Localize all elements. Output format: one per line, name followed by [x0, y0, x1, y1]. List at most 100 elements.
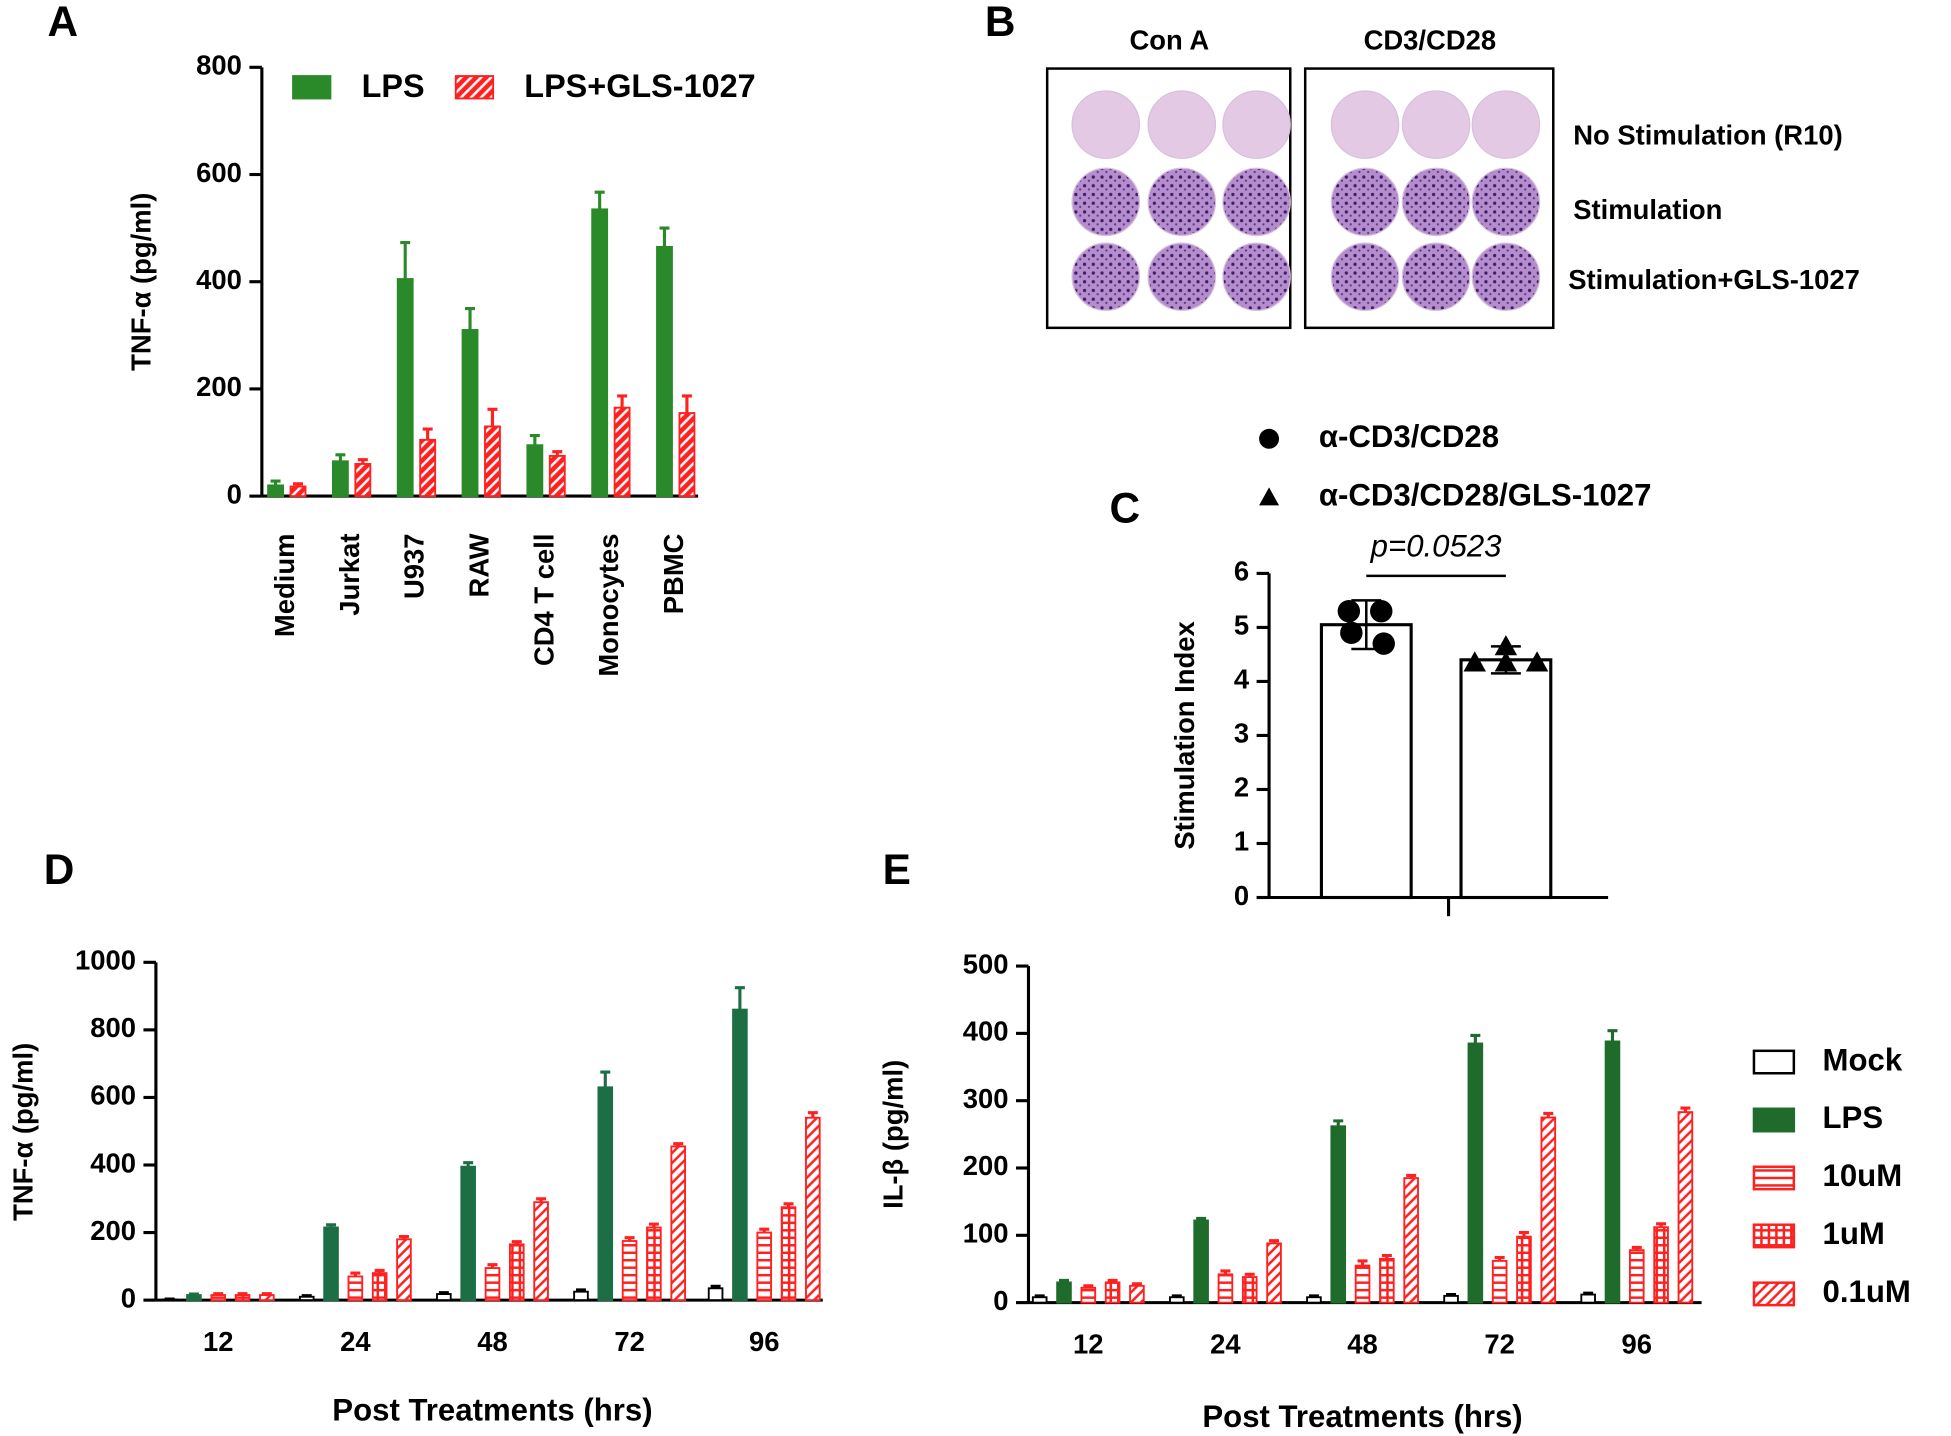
well [1401, 242, 1471, 312]
bar [436, 1293, 452, 1302]
y-tick-label: 300 [963, 1083, 1009, 1114]
error-bar [422, 427, 433, 440]
x-tick-label: 12 [1073, 1328, 1103, 1359]
bar [548, 454, 566, 498]
data-point [1337, 599, 1361, 623]
y-tick-label: 500 [963, 948, 1009, 979]
error-bar [465, 306, 476, 330]
bar [1104, 1281, 1121, 1304]
bar [347, 1275, 364, 1302]
x-tick-label: 48 [477, 1326, 507, 1357]
bar [1443, 1294, 1459, 1304]
error-bar [529, 433, 540, 446]
y-tick-label: 0 [993, 1285, 1008, 1316]
row-label: No Stimulation (R10) [1573, 119, 1843, 150]
bar [461, 329, 479, 498]
column-label: Con A [1129, 25, 1209, 56]
bar [707, 1287, 724, 1302]
y-tick-label: 1000 [75, 945, 136, 976]
legend-label: α-CD3/CD28 [1319, 419, 1499, 454]
well [1222, 90, 1291, 159]
x-tick-label: 12 [203, 1326, 233, 1357]
x-tick-label: 24 [1210, 1328, 1241, 1359]
bar [1193, 1219, 1209, 1304]
error-bar [617, 394, 628, 408]
error-bar [400, 241, 411, 280]
bar [1516, 1235, 1532, 1304]
data-point [1372, 632, 1395, 655]
bar [1379, 1257, 1395, 1304]
panel-label: D [44, 846, 75, 893]
well [1222, 167, 1291, 237]
bar [805, 1116, 821, 1302]
error-bar [681, 394, 692, 414]
data-point [1463, 651, 1486, 672]
bar [1129, 1284, 1145, 1304]
row-label: Stimulation [1573, 194, 1722, 225]
y-tick-label: 200 [90, 1215, 136, 1246]
data-point [1494, 635, 1518, 656]
error-bar [659, 226, 670, 247]
bar [1653, 1226, 1669, 1304]
bar [460, 1165, 476, 1302]
well [1071, 167, 1141, 237]
legend-label: 10uM [1823, 1158, 1903, 1193]
y-tick-label: 200 [196, 371, 242, 402]
error-bar [1607, 1029, 1618, 1042]
bar [1169, 1296, 1185, 1304]
bar [289, 485, 307, 498]
bar [670, 1145, 686, 1302]
bar [161, 1298, 178, 1302]
error-bar [487, 407, 498, 427]
well [1401, 90, 1471, 159]
well [1330, 242, 1400, 312]
x-tick-label: 24 [340, 1326, 371, 1357]
bar [1080, 1286, 1097, 1304]
x-tick-label: 96 [749, 1326, 779, 1357]
error-bar [335, 453, 346, 462]
x-tick-label: RAW [464, 533, 495, 597]
x-tick-label: 96 [1622, 1328, 1652, 1359]
panel-label: E [883, 846, 911, 893]
legend-swatch [1752, 1223, 1796, 1249]
well [1147, 242, 1217, 312]
well [1471, 167, 1541, 237]
bar [1217, 1273, 1234, 1304]
bar [371, 1272, 388, 1302]
bar [1241, 1276, 1258, 1304]
panel-label: A [47, 0, 78, 45]
x-axis-title: Post Treatments (hrs) [1202, 1399, 1522, 1434]
bar [1491, 1259, 1508, 1304]
panel-label: C [1110, 484, 1141, 531]
plate-frame [1303, 67, 1555, 330]
bar [419, 438, 437, 498]
bar [1306, 1296, 1322, 1304]
error-bar [1470, 1033, 1481, 1044]
y-tick-label: 800 [196, 50, 242, 81]
legend-swatch [1752, 1165, 1796, 1191]
x-tick-label: Medium [269, 534, 300, 638]
bar [526, 444, 544, 498]
legend-label: 0.1uM [1823, 1274, 1911, 1309]
bar [1580, 1293, 1596, 1304]
well [1071, 90, 1141, 159]
bar [298, 1295, 315, 1302]
well [1330, 90, 1400, 159]
bar [396, 1238, 412, 1302]
bar [591, 208, 609, 498]
data-point [1525, 651, 1549, 672]
bar [484, 1267, 501, 1302]
panel-label: B [985, 0, 1016, 45]
annotation: p=0.0523 [1370, 529, 1502, 564]
y-tick-label: 400 [196, 264, 242, 295]
data-point [1494, 651, 1518, 672]
y-tick-label: 0 [121, 1282, 136, 1313]
data-point [1340, 621, 1363, 645]
bar [1677, 1111, 1694, 1304]
x-axis-title: Post Treatments (hrs) [332, 1393, 652, 1428]
legend-swatch [292, 75, 332, 100]
bar [1604, 1040, 1621, 1304]
legend-label: 1uM [1823, 1216, 1885, 1251]
bar [396, 278, 414, 498]
bar [756, 1231, 773, 1302]
